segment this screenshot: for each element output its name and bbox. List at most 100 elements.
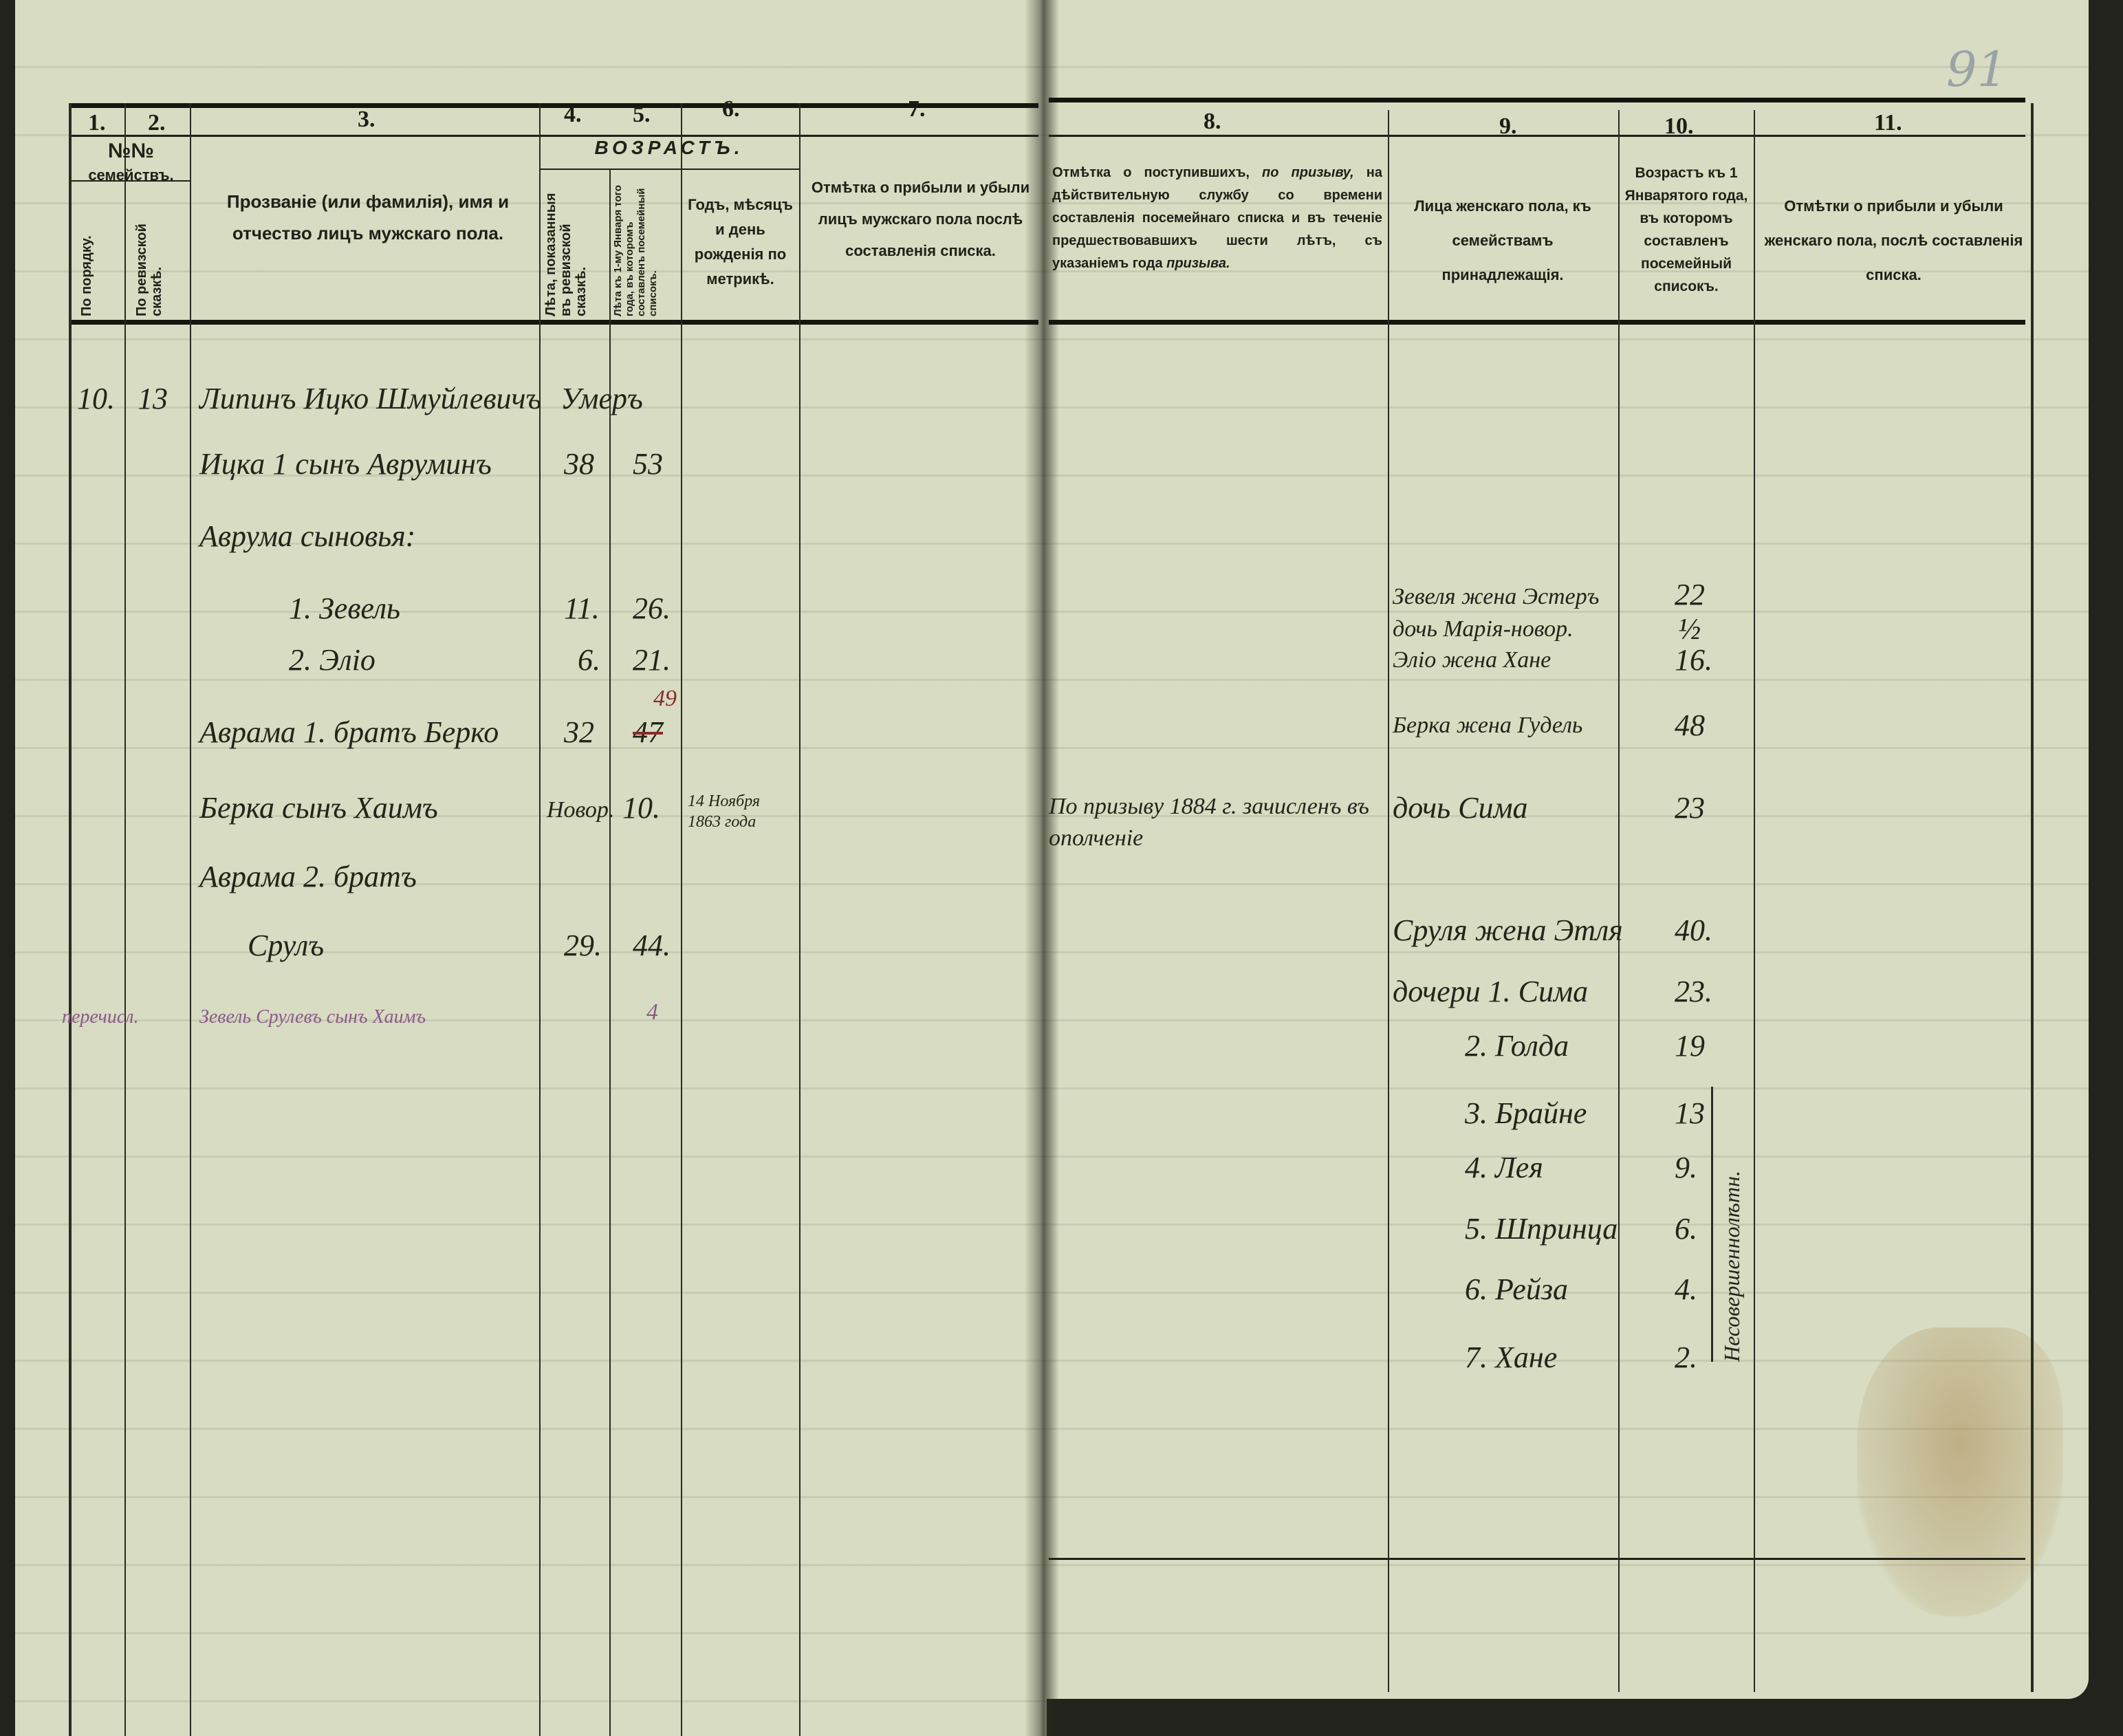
female-age: 19 [1675,1029,1705,1063]
col8-header: Отмѣтка о поступившихъ, по призыву, на д… [1052,162,1382,275]
margin-note: перечисл. [62,1006,139,1028]
col-rule [1754,110,1755,1692]
male-age-revision: 6. [578,643,600,677]
female-name: дочь Сима [1393,791,1528,825]
female-age: ½ [1678,612,1701,646]
col6-header: Годъ, мѣсяцъ и день рожденія по метрикѣ. [688,196,793,287]
minors-note: Несовершеннолѣтн. [1719,1171,1744,1362]
col-number: 4. [564,102,582,127]
col-number: 10. [1664,113,1694,139]
female-name: 5. Шпринца [1465,1212,1618,1246]
col11-header: Отмѣтки о прибыли и убыли женскаго пола,… [1764,197,2023,283]
families-no-label: №№ [108,140,154,162]
male-age-correction: 49 [653,686,677,711]
male-age-now: 44. [633,929,671,962]
male-age-now: 10. [622,791,660,825]
female-name: 2. Голда [1465,1029,1569,1063]
col5-header: Лѣта къ 1-му Января того года, въ которо… [612,185,659,316]
header-top-rule [69,103,1038,108]
male-age-revision: 11. [564,592,600,625]
col2-header: По ревизской сказкѣ. [134,224,164,316]
female-name: дочь Марія-новор. [1393,616,1574,642]
col-number: 11. [1874,110,1902,135]
col3-header: Прозваніе (или фамилія), имя и отчество … [226,191,510,243]
female-age: 6. [1675,1212,1697,1246]
col-number: 8. [1204,109,1221,134]
male-name: Аврума сыновья: [199,519,416,553]
header-number-rule-right [1049,135,2025,137]
col8-text: Отмѣтка о поступившихъ, [1052,165,1263,180]
female-age: 22 [1675,578,1705,611]
col4-header: Лѣта, показанныя въ ревизской сказкѣ. [543,193,589,316]
male-age-now: 53 [633,447,663,481]
female-name: Зевеля жена Эстеръ [1393,584,1600,609]
header-bottom-rule-right [1049,320,2025,325]
col10-header: Возрастъ къ 1 Январятого года, въ которо… [1624,165,1748,294]
female-name: 4. Лея [1465,1151,1543,1184]
col-number: 9. [1499,113,1517,139]
female-age: 4. [1675,1272,1697,1306]
col-rule [190,103,191,1736]
col-rule [609,169,611,1736]
col-number: 7. [908,96,926,122]
female-name: 6. Рейза [1465,1272,1568,1306]
female-age: 23 [1675,791,1705,825]
male-age-revision: 29. [564,929,602,962]
col-rule [539,103,541,1736]
right-page [1047,0,2089,1699]
col-number: 1. [88,110,106,135]
female-name: Эліо жена Хане [1393,647,1552,673]
male-age-now-crossed: 47 [633,715,663,749]
male-birth-date: 14 Ноября 1863 года [688,792,761,831]
female-age: 40. [1675,913,1712,947]
male-name: 1. Зевель [289,592,401,625]
col-rule [681,103,682,1736]
page-number: 91 [1946,41,2008,98]
col-number: 6. [722,96,740,122]
col8-text: на дѣйствительную службу со времени сост… [1052,165,1382,271]
age-group-header: ВОЗРАСТЪ. [594,137,744,158]
male-age-now: 21. [633,643,671,677]
col9-header: Лица женскаго пола, къ семействамъ прина… [1414,197,1591,283]
male-name: Аврама 1. братъ Берко [199,715,499,749]
male-name: Аврама 2. братъ [199,860,417,893]
male-name: Ицка 1 сынъ Авруминъ [199,447,492,481]
family-revision-number: 13 [138,382,168,415]
male-name: Липинъ Ицко Шмуйлевичъ [199,382,542,415]
male-age-now: 26. [633,592,671,625]
female-age: 48 [1675,708,1705,742]
female-name: Берка жена Гудель [1393,713,1583,738]
families-rule [69,180,190,182]
conscription-note: По призыву 1884 г. зачисленъ въ ополчені… [1049,794,1369,851]
page-bottom-rule [1049,1558,2025,1560]
female-age: 23. [1675,975,1712,1008]
female-age: 13 [1675,1096,1705,1130]
header-top-rule-right [1049,98,2025,102]
header-number-rule [69,135,1038,137]
male-name: 2. Эліо [289,643,375,677]
col-rule [799,103,801,1736]
col-rule [1388,110,1389,1692]
female-name: Сруля жена Этля [1393,913,1623,947]
male-age-note: Умеръ [560,382,643,415]
male-name: Срулъ [248,929,325,962]
male-name-added: Зевель Срулевъ сынъ Хаимъ [199,1006,426,1028]
col-number: 3. [358,107,375,132]
family-order-number: 10. [77,382,115,415]
frame-left [69,103,72,1736]
col-number: 5. [633,102,651,127]
male-age-revision: 32 [564,715,594,749]
female-age: 9. [1675,1151,1697,1184]
female-name: 3. Брайне [1465,1096,1587,1130]
female-age: 2. [1675,1341,1697,1374]
col-number: 2. [148,110,166,135]
male-age-now-added: 4 [646,999,658,1025]
male-name: Берка сынъ Хаимъ [199,791,438,825]
female-name: дочери 1. Сима [1393,975,1589,1008]
male-age-revision: 38 [564,447,594,481]
col8-italic: по призыву, [1262,165,1354,180]
minors-bracket [1711,1087,1713,1362]
male-age-revision: Новор. [547,797,615,823]
age-group-rule [539,169,799,170]
female-age: 16. [1675,643,1712,677]
